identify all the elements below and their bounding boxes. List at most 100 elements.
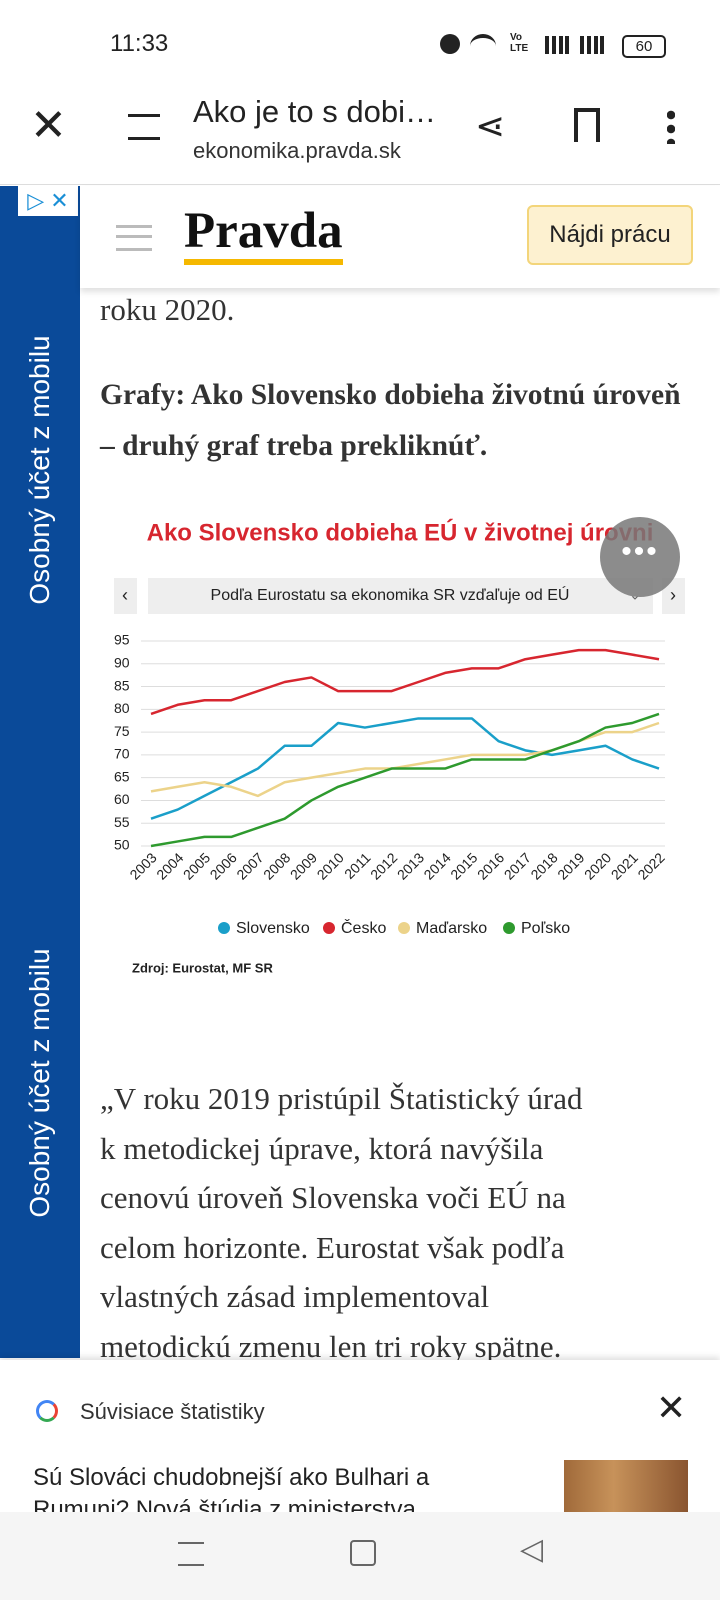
body-line: metodickú zmenu len tri roky spätne.: [100, 1328, 562, 1361]
y-tick-label: 70: [114, 746, 130, 762]
signal-icon: [545, 36, 569, 54]
x-tick-label: 2020: [581, 849, 614, 882]
y-tick-label: 95: [114, 632, 130, 648]
network-label: Vo LTE: [510, 32, 528, 54]
nav-back[interactable]: ◁: [520, 1533, 544, 1566]
body-line: cenovú úroveň Slovenska voči EÚ na: [100, 1180, 566, 1215]
x-tick-label: 2004: [153, 849, 186, 882]
legend-label: Česko: [341, 918, 386, 937]
x-tick-label: 2013: [394, 849, 427, 882]
series-line: [150, 648, 660, 716]
legend-swatch: [218, 922, 230, 934]
x-tick-label: 2006: [207, 849, 240, 882]
nav-bar: ◁: [0, 1512, 720, 1600]
x-tick-label: 2009: [287, 849, 320, 882]
x-tick-label: 2014: [421, 849, 454, 882]
y-tick-label: 60: [114, 791, 130, 807]
prev-arrow[interactable]: ‹: [122, 585, 128, 605]
battery: 60: [622, 35, 666, 58]
menu-button[interactable]: [667, 108, 675, 144]
headline-line[interactable]: Sú Slováci chudobnejší ako Bulhari a: [33, 1464, 430, 1491]
prev-tab[interactable]: [114, 578, 137, 614]
network-top: Vo: [510, 32, 523, 43]
body-line: k metodickej úprave, ktorá navýšila: [100, 1130, 544, 1166]
legend-swatch: [398, 922, 410, 934]
legend-label: Slovensko: [236, 920, 310, 937]
related-headline[interactable]: Sú Slováci chudobnejší ako Bulhari a Rumu…: [33, 1462, 429, 1512]
site-settings[interactable]: [128, 114, 160, 140]
x-tick-label: 2011: [341, 849, 374, 882]
job-button[interactable]: Nájdi prácu: [527, 205, 693, 265]
chart-subtitle: Podľa Eurostatu sa ekonomika SR vzďaľuje…: [211, 585, 570, 604]
next-arrow[interactable]: ›: [670, 585, 676, 605]
x-tick-label: 2008: [260, 849, 293, 882]
series-line: [150, 712, 660, 848]
ad-label: Osobný účet z mobilu: [24, 335, 55, 605]
page-title: Ako je to s dobi…: [193, 94, 436, 129]
close-tab[interactable]: ✕: [30, 101, 67, 150]
y-tick-label: 85: [114, 677, 130, 693]
x-tick-label: 2010: [314, 849, 347, 882]
next-tab[interactable]: [662, 578, 685, 614]
y-tick-label: 90: [114, 654, 130, 670]
chart-title: Ako Slovensko dobieha EÚ v životnej úrov…: [147, 518, 654, 546]
legend-swatch: [503, 922, 515, 934]
y-tick-label: 55: [114, 814, 130, 830]
wifi-icon: [470, 34, 496, 58]
related-label: Súvisiace štatistiky: [80, 1399, 265, 1424]
headline-line[interactable]: Rumuni? Nová štúdia z ministerstva: [33, 1496, 416, 1512]
legend-swatch: [323, 922, 335, 934]
hamburger-line: [116, 235, 152, 238]
more-button[interactable]: •••: [600, 517, 680, 597]
page-url: ekonomika.pravda.sk: [193, 138, 401, 163]
x-tick-label: 2003: [126, 849, 159, 882]
legend-label: Poľsko: [521, 920, 570, 937]
side-ad[interactable]: [0, 186, 80, 1358]
ad-choices[interactable]: ▷ ✕: [18, 186, 78, 216]
series-line: [150, 717, 660, 820]
chart: Ako Slovensko dobieha EÚ v životnej úrov…: [114, 518, 685, 975]
x-tick-label: 2021: [608, 849, 641, 882]
nav-home[interactable]: [350, 1540, 376, 1566]
chart-source: Zdroj: Eurostat, MF SR: [132, 960, 273, 975]
ad-label: Osobný účet z mobilu: [24, 948, 55, 1218]
x-tick-label: 2018: [527, 849, 560, 882]
hamburger-menu[interactable]: [116, 225, 152, 251]
x-tick-label: 2007: [233, 849, 266, 882]
close-related[interactable]: ✕: [656, 1387, 687, 1428]
related-thumbnail[interactable]: [564, 1460, 688, 1512]
google-icon: [36, 1400, 58, 1422]
article-body: „V roku 2019 pristúpil Štatistický úrad k…: [100, 1074, 710, 1360]
x-tick-label: 2005: [180, 849, 213, 882]
legend-label: Maďarsko: [416, 920, 487, 937]
x-tick-label: 2017: [501, 849, 534, 882]
y-tick-label: 65: [114, 768, 130, 784]
x-tick-label: 2022: [634, 849, 667, 882]
x-tick-label: 2015: [447, 849, 480, 882]
x-tick-label: 2012: [367, 849, 400, 882]
network-bottom: LTE: [510, 43, 529, 54]
body-line: „V roku 2019 pristúpil Štatistický úrad: [100, 1081, 583, 1116]
bookmark-button[interactable]: [574, 108, 600, 142]
x-tick-label: 2019: [554, 849, 587, 882]
y-tick-label: 75: [114, 723, 130, 739]
share-button[interactable]: ⋖: [475, 105, 506, 146]
body-line: celom horizonte. Eurostat však podľa: [100, 1229, 565, 1265]
y-tick-label: 80: [114, 700, 130, 716]
alarm-icon: [440, 34, 460, 54]
article-text: roku 2020.: [100, 292, 235, 327]
site-logo[interactable]: Pravda: [184, 203, 343, 265]
body-line: vlastných zásad implementoval: [100, 1279, 490, 1314]
y-tick-label: 50: [114, 837, 130, 853]
article-heading: Grafy: Ako Slovensko dobieha životnú úro…: [100, 379, 681, 462]
nav-menu[interactable]: [178, 1542, 204, 1566]
signal-icon: [580, 36, 604, 54]
series-line: [150, 721, 660, 798]
x-tick-label: 2016: [474, 849, 507, 882]
related-panel: Súvisiace štatistiky ✕ Sú Slováci chudob…: [0, 1360, 720, 1512]
divider: [0, 184, 720, 185]
tab-selector[interactable]: [148, 578, 653, 614]
clock: 11:33: [110, 30, 169, 57]
